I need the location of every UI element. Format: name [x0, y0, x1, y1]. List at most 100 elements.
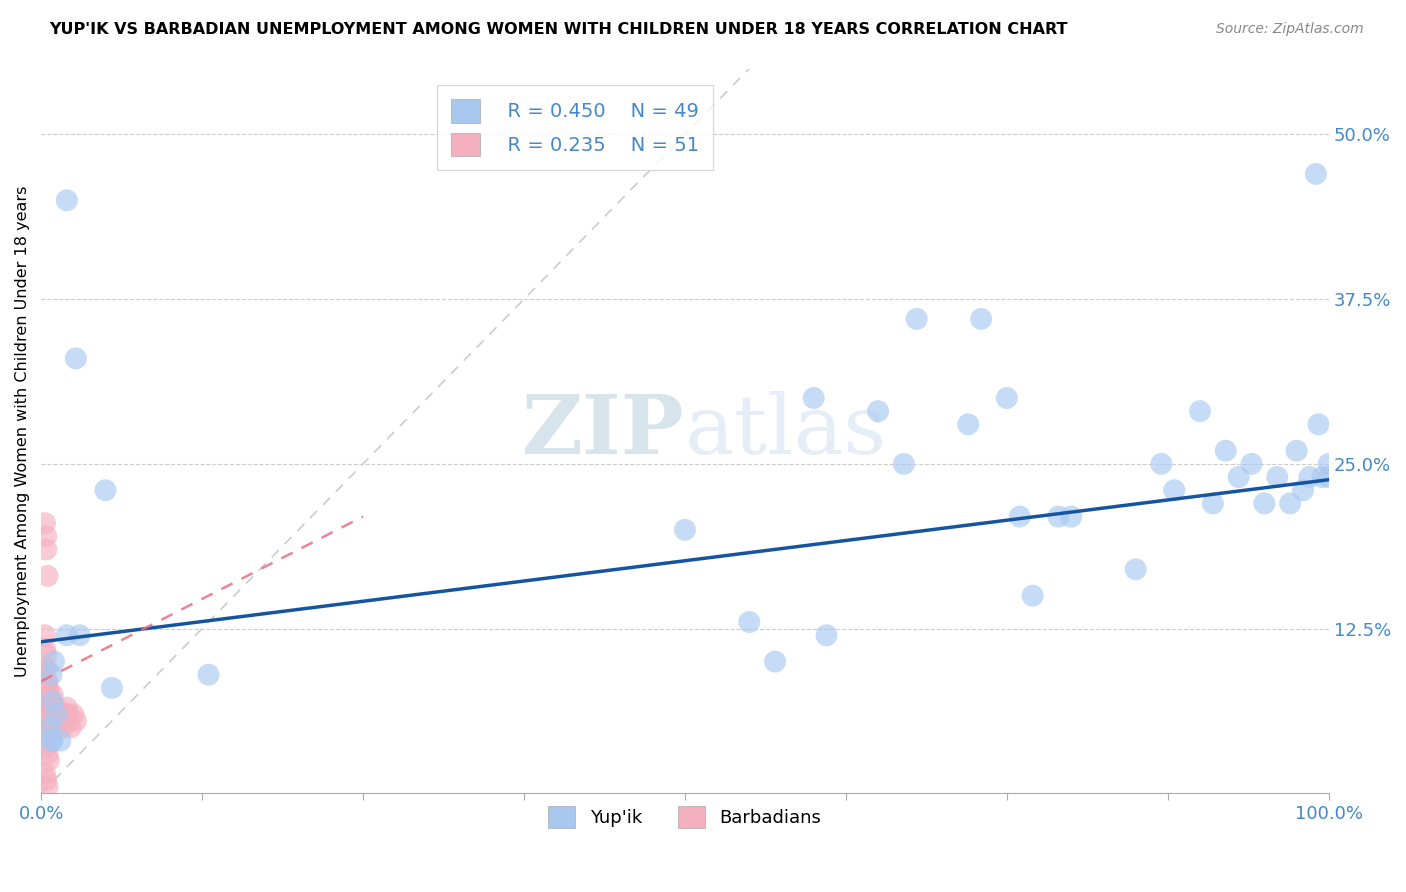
Point: [1298, 470, 1320, 484]
Point: [957, 417, 980, 432]
Point: [41, 694, 63, 708]
Point: [1317, 470, 1340, 484]
Point: [35, 773, 58, 788]
Point: [1240, 457, 1263, 471]
Point: [868, 404, 890, 418]
Point: [1021, 589, 1043, 603]
Point: [101, 681, 124, 695]
Point: [62, 707, 84, 722]
Text: YUP'IK VS BARBADIAN UNEMPLOYMENT AMONG WOMEN WITH CHILDREN UNDER 18 YEARS CORREL: YUP'IK VS BARBADIAN UNEMPLOYMENT AMONG W…: [49, 22, 1067, 37]
Point: [39, 700, 62, 714]
Point: [1305, 167, 1327, 181]
Point: [35, 661, 58, 675]
Point: [35, 648, 58, 662]
Point: [41, 727, 63, 741]
Point: [56, 628, 79, 642]
Point: [738, 615, 761, 629]
Point: [45, 707, 67, 722]
Point: [763, 655, 786, 669]
Point: [35, 542, 58, 557]
Point: [1279, 496, 1302, 510]
Text: atlas: atlas: [685, 391, 887, 471]
Point: [1285, 443, 1308, 458]
Point: [42, 721, 65, 735]
Point: [58, 714, 80, 728]
Text: Source: ZipAtlas.com: Source: ZipAtlas.com: [1216, 22, 1364, 37]
Point: [94, 483, 117, 498]
Point: [970, 312, 993, 326]
Point: [32, 707, 55, 722]
Point: [44, 707, 66, 722]
Point: [48, 721, 70, 735]
Point: [32, 733, 55, 747]
Point: [34, 766, 56, 780]
Point: [1202, 496, 1225, 510]
Point: [673, 523, 696, 537]
Point: [1310, 470, 1333, 484]
Point: [1008, 509, 1031, 524]
Point: [905, 312, 928, 326]
Point: [1060, 509, 1083, 524]
Point: [1163, 483, 1185, 498]
Point: [197, 667, 219, 681]
Point: [34, 516, 56, 531]
Point: [65, 351, 87, 366]
Point: [1188, 404, 1211, 418]
Point: [53, 707, 76, 722]
Point: [32, 661, 55, 675]
Point: [1253, 496, 1275, 510]
Point: [1215, 443, 1237, 458]
Point: [65, 714, 87, 728]
Point: [35, 674, 58, 689]
Point: [37, 681, 59, 695]
Text: ZIP: ZIP: [522, 391, 685, 471]
Point: [34, 688, 56, 702]
Point: [37, 569, 59, 583]
Point: [38, 753, 60, 767]
Point: [69, 628, 91, 642]
Point: [41, 700, 63, 714]
Point: [49, 733, 72, 747]
Point: [45, 700, 67, 714]
Point: [46, 714, 69, 728]
Point: [56, 707, 79, 722]
Point: [1308, 417, 1330, 432]
Point: [1150, 457, 1173, 471]
Point: [35, 529, 58, 543]
Point: [56, 194, 79, 208]
Point: [41, 688, 63, 702]
Point: [1047, 509, 1070, 524]
Point: [34, 661, 56, 675]
Point: [1265, 470, 1288, 484]
Point: [1317, 457, 1340, 471]
Point: [39, 707, 62, 722]
Point: [52, 721, 75, 735]
Point: [56, 700, 79, 714]
Point: [37, 681, 59, 695]
Point: [815, 628, 838, 642]
Point: [42, 655, 65, 669]
Legend: Yup'ik, Barbadians: Yup'ik, Barbadians: [541, 798, 828, 835]
Point: [37, 747, 59, 761]
Point: [49, 707, 72, 722]
Point: [38, 694, 60, 708]
Point: [893, 457, 915, 471]
Point: [51, 714, 73, 728]
Point: [41, 667, 63, 681]
Point: [41, 707, 63, 722]
Point: [1227, 470, 1250, 484]
Point: [38, 688, 60, 702]
Point: [1292, 483, 1315, 498]
Point: [59, 721, 82, 735]
Point: [37, 674, 59, 689]
Point: [39, 714, 62, 728]
Point: [55, 714, 77, 728]
Point: [34, 628, 56, 642]
Point: [34, 721, 56, 735]
Point: [39, 721, 62, 735]
Point: [37, 780, 59, 794]
Point: [803, 391, 825, 405]
Point: [41, 733, 63, 747]
Point: [34, 641, 56, 656]
Point: [38, 694, 60, 708]
